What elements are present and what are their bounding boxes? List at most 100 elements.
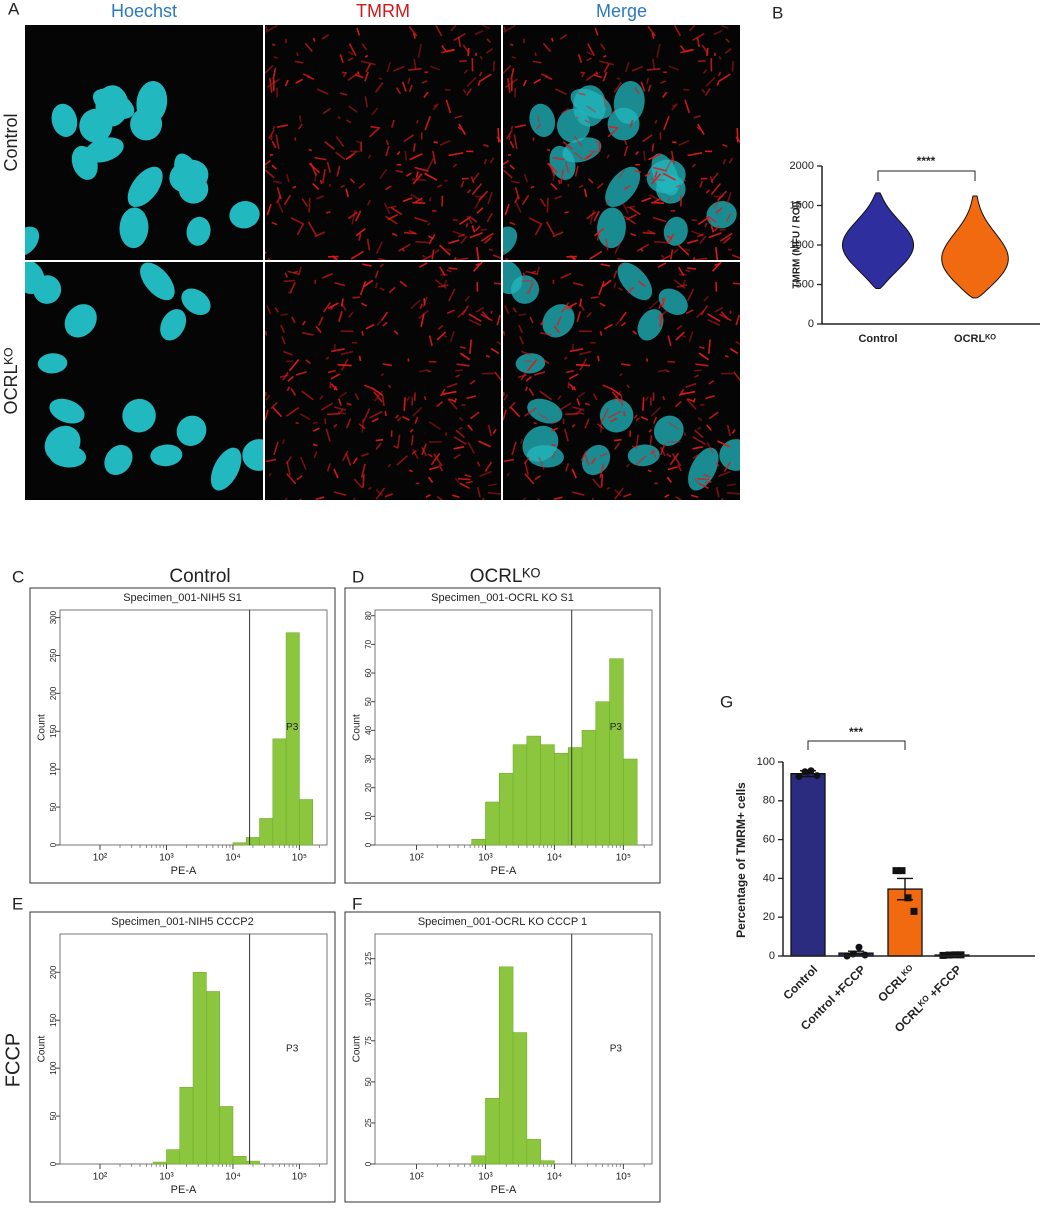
mito xyxy=(345,153,354,160)
mito xyxy=(442,390,457,396)
mito xyxy=(365,63,372,73)
mito xyxy=(453,436,467,446)
mito xyxy=(522,79,528,87)
mito xyxy=(395,169,403,173)
mito xyxy=(701,88,706,94)
mito xyxy=(448,398,456,403)
mito xyxy=(710,225,715,233)
mito xyxy=(726,424,732,437)
mito xyxy=(434,279,447,289)
x-tick-label: 10³ xyxy=(478,853,493,864)
mito xyxy=(267,257,272,260)
mito xyxy=(339,54,344,64)
histogram-bar xyxy=(526,735,541,846)
mito xyxy=(620,321,627,327)
mito xyxy=(619,373,623,377)
mito xyxy=(488,248,493,251)
mito xyxy=(567,381,570,389)
mito xyxy=(379,168,388,179)
mito xyxy=(564,161,570,173)
mito xyxy=(559,34,568,40)
mito xyxy=(670,249,674,260)
mito xyxy=(436,331,447,341)
mito xyxy=(282,350,293,356)
mito xyxy=(301,332,314,336)
mito xyxy=(629,119,634,128)
mito xyxy=(269,77,273,93)
nucleus xyxy=(169,159,209,193)
mito xyxy=(633,414,638,419)
histogram-bar xyxy=(512,744,528,846)
mito xyxy=(684,99,691,114)
mito xyxy=(296,52,299,57)
mito xyxy=(458,123,466,136)
mito xyxy=(599,60,615,66)
mito xyxy=(550,183,558,191)
mito xyxy=(617,287,624,291)
mito xyxy=(538,456,545,470)
nucleus xyxy=(637,309,664,341)
mito xyxy=(461,304,470,316)
mito xyxy=(578,184,584,188)
mito xyxy=(473,262,483,272)
mito xyxy=(654,119,658,124)
mito xyxy=(485,354,490,358)
mito xyxy=(602,279,612,288)
mito xyxy=(580,450,587,462)
mito xyxy=(352,296,361,299)
mito xyxy=(692,256,696,260)
mito xyxy=(333,468,339,479)
mito xyxy=(602,71,608,82)
mito xyxy=(428,233,436,245)
mito xyxy=(687,239,699,245)
mito xyxy=(726,191,732,205)
mito xyxy=(729,310,732,314)
mito xyxy=(511,56,517,59)
mito xyxy=(391,232,398,237)
mito xyxy=(521,279,534,283)
mito xyxy=(546,197,549,213)
chart-title: Specimen_001-NIH5 CCCP2 xyxy=(111,916,253,928)
mito xyxy=(597,423,605,430)
mito xyxy=(403,397,406,411)
mito xyxy=(552,156,565,161)
mito xyxy=(653,197,662,203)
mito xyxy=(721,498,724,500)
mito xyxy=(329,305,335,311)
mito xyxy=(717,190,728,202)
mito xyxy=(634,455,647,466)
y-tick-label: 60 xyxy=(763,834,775,846)
mito xyxy=(314,156,327,161)
x-tick-label: 10² xyxy=(409,853,424,864)
mito xyxy=(590,296,599,299)
histogram-bar xyxy=(192,972,207,1165)
mito xyxy=(266,203,272,216)
mito xyxy=(280,324,286,334)
mito xyxy=(517,374,527,379)
mito xyxy=(515,201,522,213)
mito xyxy=(642,134,653,143)
mito xyxy=(631,65,644,72)
mito xyxy=(616,77,621,80)
mito xyxy=(610,387,622,396)
mito xyxy=(282,439,285,445)
mito xyxy=(714,247,719,260)
mito xyxy=(677,464,682,472)
mito xyxy=(387,384,392,389)
mito xyxy=(651,143,655,152)
mito xyxy=(469,379,476,385)
mito xyxy=(571,468,577,479)
mito xyxy=(393,445,399,449)
mito xyxy=(520,439,523,445)
mito xyxy=(715,207,723,214)
mito xyxy=(295,421,299,425)
mito xyxy=(370,125,381,129)
mito xyxy=(702,69,708,74)
mito xyxy=(496,314,501,326)
mito xyxy=(614,489,622,497)
mito xyxy=(412,33,416,39)
mito xyxy=(522,272,527,278)
mito xyxy=(492,254,501,259)
mito xyxy=(660,80,667,84)
mito xyxy=(412,201,426,204)
